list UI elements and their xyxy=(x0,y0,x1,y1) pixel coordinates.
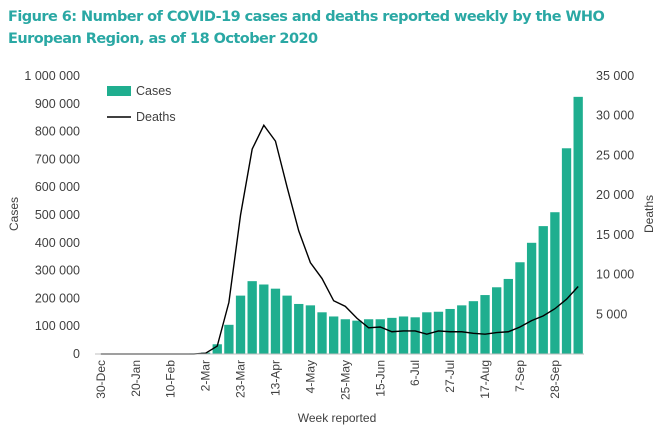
cases-bar xyxy=(235,295,246,354)
cases-bar xyxy=(317,312,327,354)
cases-bar xyxy=(340,319,350,354)
x-tick-label: 30-Dec xyxy=(94,360,108,399)
x-tick-label: 15-Jun xyxy=(373,360,387,397)
cases-bar xyxy=(387,317,397,354)
cases-bar xyxy=(270,288,281,354)
cases-bar xyxy=(503,278,513,354)
y-axis-label: Cases xyxy=(7,197,21,231)
y2-tick-label: 30 000 xyxy=(596,109,634,123)
x-axis-ticks: 30-Dec 20-Jan 10-Feb 2-Mar 23-Mar 13-Apr 4-May… xyxy=(94,360,562,400)
y-tick-label: 800 000 xyxy=(35,125,80,139)
cases-bar xyxy=(398,316,409,354)
y-tick-label: 300 000 xyxy=(35,264,80,278)
x-tick-label: 17-Aug xyxy=(478,360,492,399)
cases-bar xyxy=(329,316,339,354)
y-tick-label: 900 000 xyxy=(35,97,80,111)
cases-bar xyxy=(212,344,222,354)
y2-tick-label: 5 000 xyxy=(596,307,627,321)
legend-cases-swatch xyxy=(107,86,131,96)
cases-bar xyxy=(492,287,502,354)
cases-bar xyxy=(282,295,292,354)
cases-bar xyxy=(259,284,269,354)
y-tick-label: 700 000 xyxy=(35,152,80,166)
cases-bar xyxy=(573,96,583,354)
y2-tick-label: 10 000 xyxy=(596,268,634,282)
x-tick-label: 4-May xyxy=(303,360,317,393)
cases-bar xyxy=(352,320,362,354)
y2-tick-label: 35 000 xyxy=(596,69,634,83)
cases-bar xyxy=(538,226,548,354)
legend-cases-label: Cases xyxy=(136,84,171,98)
x-tick-label: 25-May xyxy=(338,360,352,400)
y-axis-ticks: 0 100 000 200 000 300 000 400 000 500 000 600 … xyxy=(24,69,80,361)
cases-bar xyxy=(375,319,385,354)
y-tick-label: 0 xyxy=(73,347,80,361)
x-tick-label: 10-Feb xyxy=(164,360,178,398)
cases-bar xyxy=(294,303,304,354)
x-axis-label: Week reported xyxy=(298,411,377,425)
cases-bar xyxy=(247,281,257,354)
cases-bar xyxy=(422,312,432,354)
y-tick-label: 1 000 000 xyxy=(24,69,80,83)
x-tick-label: 27-Jul xyxy=(443,360,457,393)
y2-tick-label: 25 000 xyxy=(596,148,634,162)
y-tick-label: 600 000 xyxy=(35,180,80,194)
cases-bar xyxy=(468,301,479,354)
x-tick-label: 28-Sep xyxy=(548,360,562,399)
cases-bar xyxy=(410,317,420,354)
y2-tick-label: 20 000 xyxy=(596,188,634,202)
x-tick-label: 6-Jul xyxy=(408,360,422,386)
x-tick-label: 2-Mar xyxy=(199,360,213,391)
x-tick-label: 23-Mar xyxy=(234,360,248,398)
y-tick-label: 100 000 xyxy=(35,319,80,333)
figure-title: Figure 6: Number of COVID-19 cases and d… xyxy=(8,9,605,47)
y-tick-label: 400 000 xyxy=(35,236,80,250)
cases-bar xyxy=(561,148,572,354)
legend: Cases Deaths xyxy=(107,84,176,124)
y2-axis-ticks: 5 000 10 000 15 000 20 000 25 000 30 000 35 00… xyxy=(596,69,634,321)
cases-bar xyxy=(224,324,234,354)
cases-bar xyxy=(550,212,560,354)
y-tick-label: 500 000 xyxy=(35,208,80,222)
cases-bar xyxy=(457,305,467,354)
cases-bars xyxy=(189,96,583,354)
cases-bar xyxy=(515,262,525,354)
cases-bar xyxy=(433,311,444,354)
x-tick-label: 13-Apr xyxy=(268,360,282,396)
cases-bar xyxy=(305,305,316,354)
legend-deaths-label: Deaths xyxy=(136,110,176,124)
cases-bar xyxy=(363,319,374,354)
cases-bar xyxy=(480,295,490,354)
x-tick-label: 20-Jan xyxy=(129,360,143,397)
y2-axis-label: Deaths xyxy=(642,195,656,233)
cases-bar xyxy=(526,242,537,354)
y-tick-label: 200 000 xyxy=(35,291,80,305)
x-tick-label: 7-Sep xyxy=(513,360,527,392)
y2-tick-label: 15 000 xyxy=(596,228,634,242)
